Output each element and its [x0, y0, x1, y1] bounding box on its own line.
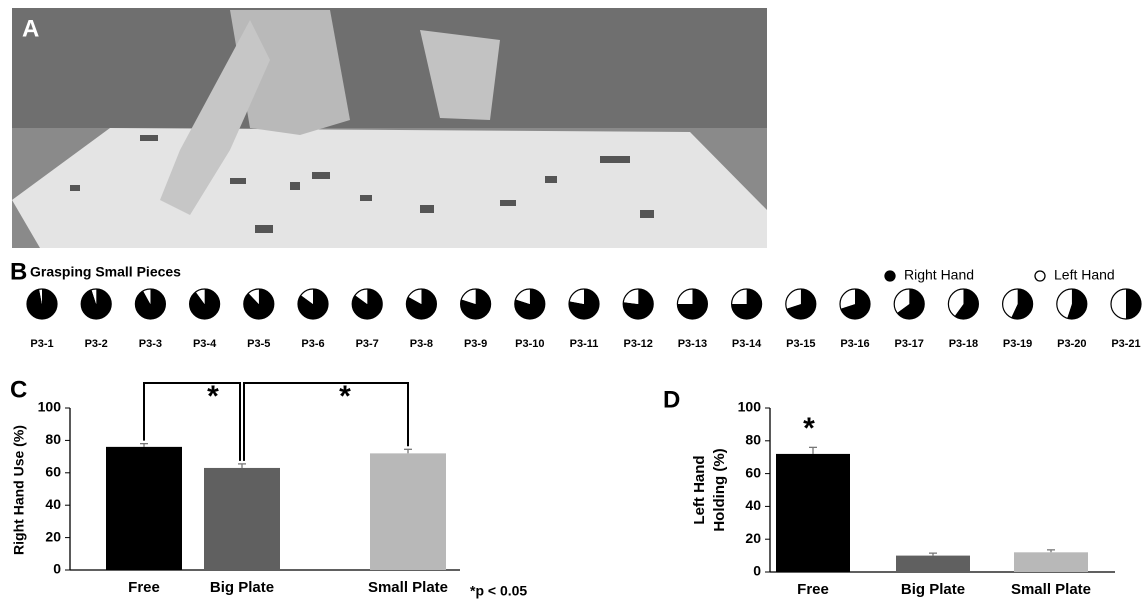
pie-label: P3-3: [139, 338, 162, 350]
bar: [106, 447, 182, 570]
pie-slice: [1111, 289, 1126, 319]
y-tick-label: 40: [745, 497, 761, 513]
pie-label: P3-14: [732, 338, 762, 350]
x-tick-label: Big Plate: [210, 579, 274, 596]
pie-label: P3-10: [515, 338, 544, 350]
x-tick-label: Big Plate: [901, 581, 965, 598]
panel-label: B: [10, 258, 27, 285]
chart-title: Grasping Small Pieces: [30, 264, 181, 280]
photo-wall: [12, 8, 767, 128]
y-tick-label: 80: [45, 431, 61, 447]
pie-label: P3-18: [949, 338, 978, 350]
x-tick-label: Small Plate: [368, 579, 448, 596]
significance-star: *: [803, 412, 815, 445]
pie-label: P3-16: [840, 338, 869, 350]
y-tick-label: 20: [45, 528, 61, 544]
bar: [896, 556, 970, 572]
pie-slice: [1126, 289, 1141, 319]
pie-label: P3-8: [410, 338, 433, 350]
bar: [204, 468, 280, 570]
y-tick-label: 20: [745, 530, 761, 546]
pie-label: P3-17: [895, 338, 924, 350]
bar: [370, 453, 446, 570]
pie-label: P3-4: [193, 338, 217, 350]
bar: [776, 454, 850, 572]
figure: A B Grasping Small Pieces C D *p < 0.05 …: [0, 0, 1145, 608]
legend-swatch: [1035, 271, 1045, 281]
pie-label: P3-7: [356, 338, 379, 350]
legend-swatch: [885, 271, 895, 281]
note: *p < 0.05: [470, 583, 527, 599]
pie-label: P3-1: [30, 338, 53, 350]
y-tick-label: 100: [738, 399, 762, 415]
significance-star: *: [339, 380, 351, 413]
pie-label: P3-11: [570, 338, 599, 350]
y-tick-label: 40: [45, 496, 61, 512]
y-axis-label: Right Hand Use (%): [11, 425, 27, 555]
pie-label: P3-13: [678, 338, 707, 350]
pie-label: P3-19: [1003, 338, 1032, 350]
pie-label: P3-15: [786, 338, 815, 350]
x-tick-label: Free: [128, 579, 160, 596]
x-tick-label: Free: [797, 581, 829, 598]
legend-label: Left Hand: [1054, 267, 1115, 283]
legend-label: Right Hand: [904, 267, 974, 283]
x-tick-label: Small Plate: [1011, 581, 1091, 598]
bar: [1014, 552, 1088, 572]
pie-label: P3-5: [247, 338, 270, 350]
pie-label: P3-20: [1057, 338, 1086, 350]
pie-label: P3-21: [1111, 338, 1140, 350]
photo: A: [12, 8, 767, 248]
panel-label: A: [22, 15, 39, 42]
pie-label: P3-9: [464, 338, 487, 350]
y-axis-label: Left Hand: [691, 455, 708, 524]
y-tick-label: 80: [745, 432, 761, 448]
y-tick-label: 100: [38, 399, 62, 415]
y-tick-label: 0: [53, 561, 61, 577]
significance-bracket: [244, 383, 408, 461]
photo-table: [12, 128, 767, 248]
pie-label: P3-6: [301, 338, 324, 350]
y-tick-label: 0: [753, 563, 761, 579]
pie-label: P3-2: [85, 338, 108, 350]
significance-star: *: [207, 380, 219, 413]
pie-label: P3-12: [624, 338, 653, 350]
y-tick-label: 60: [45, 464, 61, 480]
y-axis-label: Holding (%): [711, 448, 728, 531]
y-tick-label: 60: [745, 464, 761, 480]
panel-label: D: [663, 386, 680, 413]
panel-label: C: [10, 376, 27, 403]
